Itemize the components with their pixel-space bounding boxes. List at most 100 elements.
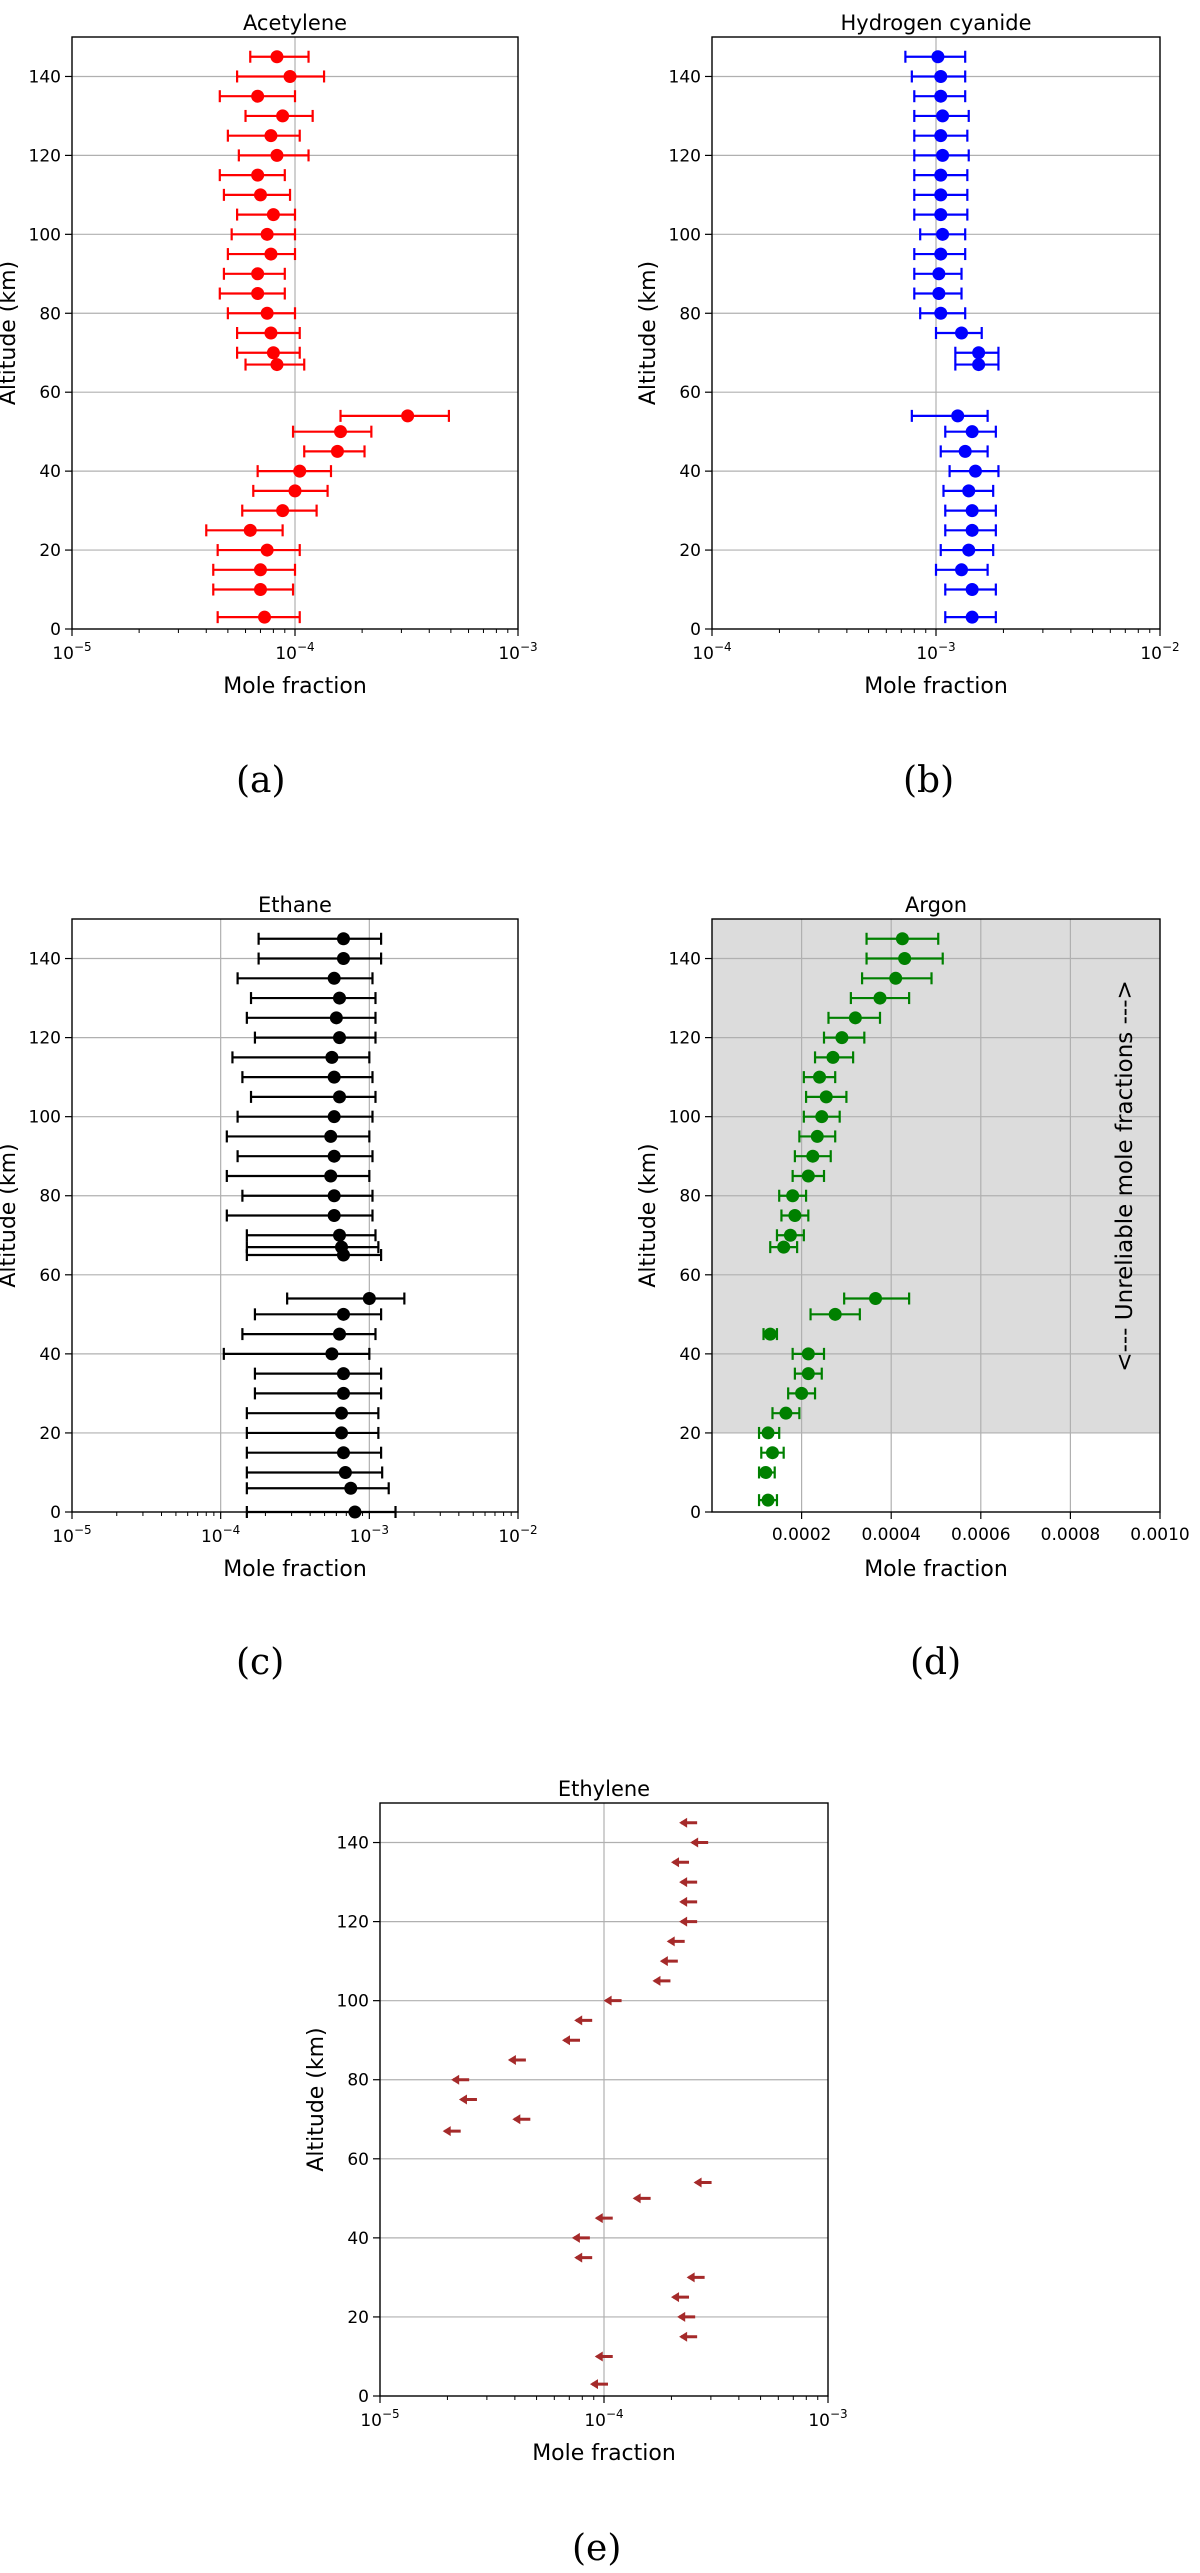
- data-marker: [826, 1050, 840, 1064]
- data-point: [245, 1481, 390, 1495]
- upper-limit-point: [512, 2114, 531, 2125]
- data-point: [944, 523, 997, 537]
- upper-limit-point: [693, 2177, 712, 2188]
- upper-limit-arrowhead: [652, 1975, 661, 1986]
- data-marker: [293, 464, 307, 478]
- data-point: [253, 1031, 377, 1045]
- upper-limit-point: [632, 2193, 651, 2204]
- data-marker: [264, 247, 278, 261]
- data-point: [245, 1406, 380, 1420]
- data-marker: [801, 1169, 815, 1183]
- data-point: [257, 952, 383, 966]
- data-marker: [779, 1406, 793, 1420]
- data-point: [769, 1240, 799, 1254]
- data-point: [944, 425, 997, 439]
- data-marker: [336, 932, 350, 946]
- data-point: [237, 148, 310, 162]
- data-point: [257, 932, 383, 946]
- x-tick-label: 0.0002: [772, 1525, 831, 1545]
- data-marker: [968, 464, 982, 478]
- upper-limit-arrowhead: [574, 2015, 583, 2026]
- axes-frame: [71, 918, 519, 1513]
- caption-b: (b): [903, 760, 955, 801]
- data-marker: [934, 247, 948, 261]
- y-axis-label: Altitude (km): [0, 1143, 21, 1287]
- y-tick-label: 120: [337, 1913, 369, 1933]
- upper-limit-point: [571, 2232, 590, 2243]
- data-marker: [333, 1327, 347, 1341]
- data-point: [913, 247, 967, 261]
- data-point: [241, 1070, 374, 1084]
- data-marker: [806, 1149, 820, 1163]
- data-point: [910, 69, 967, 83]
- data-marker: [815, 1110, 829, 1124]
- x-tick-label: 10−4: [201, 1523, 240, 1547]
- data-marker: [325, 1347, 339, 1361]
- data-marker: [934, 188, 948, 202]
- data-point: [303, 444, 366, 458]
- data-point: [222, 267, 286, 281]
- y-tick-label: 60: [347, 2150, 369, 2170]
- data-marker: [324, 1129, 338, 1143]
- data-marker: [344, 1481, 358, 1495]
- upper-limit-arrowhead: [659, 1956, 668, 1967]
- data-marker: [835, 1031, 849, 1045]
- x-tick-label: 10−4: [692, 640, 731, 664]
- y-tick-label: 140: [669, 67, 701, 87]
- data-point: [913, 168, 969, 182]
- data-marker: [965, 583, 979, 597]
- y-tick-label: 20: [39, 1424, 61, 1444]
- upper-limit-point: [679, 2331, 698, 2342]
- data-point: [809, 1307, 861, 1321]
- data-marker: [324, 1169, 338, 1183]
- upper-limit-point: [458, 2094, 477, 2105]
- y-tick-label: 0: [358, 2387, 369, 2407]
- y-tick-label: 40: [679, 462, 701, 482]
- data-marker: [801, 1347, 815, 1361]
- upper-limit-point: [679, 1877, 698, 1888]
- data-point: [827, 1011, 882, 1025]
- data-point: [791, 1169, 826, 1183]
- y-tick-label: 40: [39, 1345, 61, 1365]
- axes-frame: [711, 918, 1161, 1513]
- y-tick-label: 60: [39, 383, 61, 403]
- data-marker: [283, 69, 297, 83]
- data-marker: [934, 208, 948, 222]
- upper-limit-arrowhead: [679, 1877, 688, 1888]
- x-tick-label: 10−5: [52, 1523, 91, 1547]
- chart-title: Argon: [905, 893, 967, 917]
- data-point: [225, 1209, 374, 1222]
- data-point: [780, 1209, 810, 1222]
- upper-limit-arrowhead: [679, 1817, 688, 1828]
- x-axis-label: Mole fraction: [864, 1557, 1008, 1582]
- data-point: [913, 208, 969, 222]
- caption-d: (d): [910, 1642, 962, 1683]
- unreliable-annotation: <--- Unreliable mole fractions --->: [1112, 980, 1138, 1371]
- y-tick-label: 80: [347, 2071, 369, 2091]
- data-point: [249, 50, 310, 64]
- upper-limit-point: [690, 1837, 709, 1848]
- data-marker: [869, 1292, 883, 1306]
- data-marker: [362, 1292, 376, 1306]
- x-tick-label: 10−5: [52, 640, 91, 664]
- data-marker: [962, 484, 976, 498]
- upper-limit-point: [652, 1975, 671, 1986]
- data-marker: [251, 168, 265, 182]
- data-point: [222, 188, 292, 202]
- upper-limit-arrowhead: [690, 1837, 699, 1848]
- data-point: [775, 1228, 805, 1242]
- data-marker: [336, 952, 350, 966]
- upper-limit-arrowhead: [632, 2193, 641, 2204]
- upper-limit-arrowhead: [562, 2035, 571, 2046]
- data-point: [236, 326, 301, 340]
- data-marker: [270, 148, 284, 162]
- y-tick-label: 140: [337, 1834, 369, 1854]
- data-point: [942, 484, 995, 498]
- data-point: [222, 1347, 371, 1361]
- y-tick-label: 80: [679, 1187, 701, 1207]
- data-marker: [783, 1228, 797, 1242]
- data-point: [253, 1367, 383, 1381]
- y-tick-label: 0: [690, 1503, 701, 1523]
- data-point: [339, 409, 451, 423]
- chart-a: 0 20 40 60 80 100 120 140 10−5 10−4 10−3 Acetylene M…: [0, 11, 538, 699]
